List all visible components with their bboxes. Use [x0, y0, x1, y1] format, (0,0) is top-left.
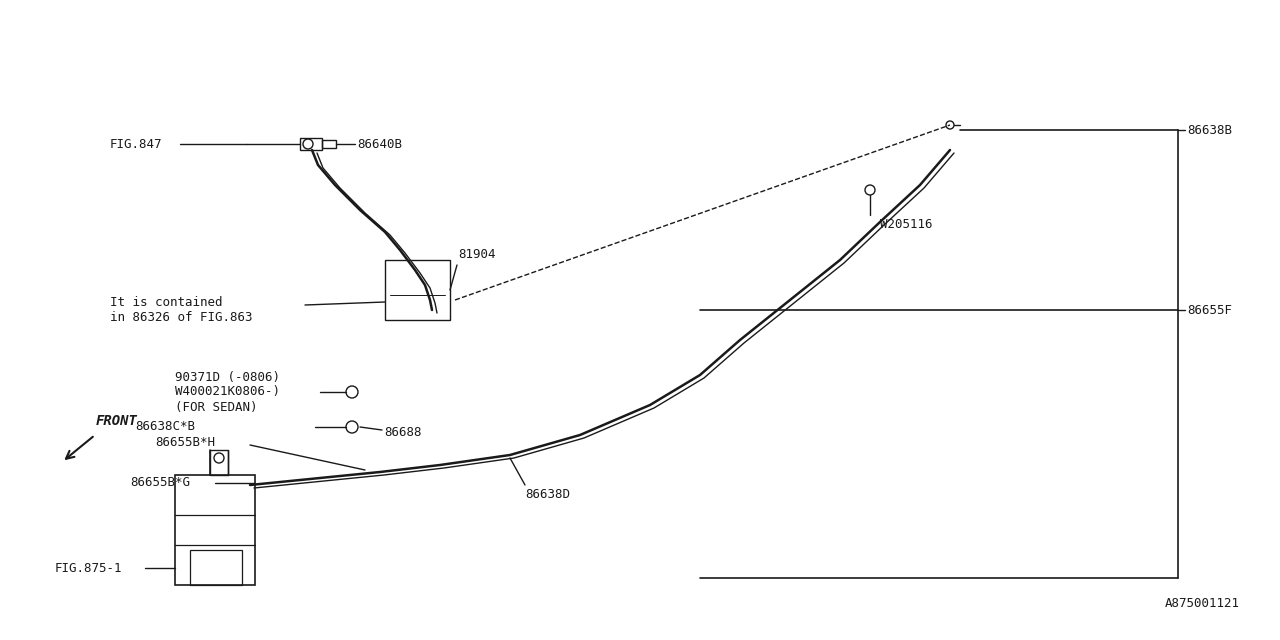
Bar — [175, 475, 255, 585]
Bar — [385, 260, 451, 320]
Bar — [323, 140, 335, 148]
Text: 86640B: 86640B — [357, 138, 402, 150]
Text: 86688: 86688 — [384, 426, 421, 438]
Text: 86638D: 86638D — [525, 488, 570, 501]
Text: 81904: 81904 — [458, 248, 495, 262]
Text: FIG.875-1: FIG.875-1 — [55, 561, 123, 575]
Text: FRONT: FRONT — [96, 414, 138, 428]
Text: A875001121: A875001121 — [1165, 597, 1240, 610]
Text: FIG.847: FIG.847 — [110, 138, 163, 150]
Text: 86638C*B: 86638C*B — [134, 420, 195, 433]
Bar — [210, 450, 228, 475]
Bar — [189, 550, 242, 585]
Bar — [300, 138, 323, 150]
Text: 86655B*H: 86655B*H — [155, 436, 215, 449]
Text: 86655F: 86655F — [1187, 303, 1231, 317]
Text: 86655B*G: 86655B*G — [131, 476, 189, 488]
Text: It is contained
in 86326 of FIG.863: It is contained in 86326 of FIG.863 — [110, 296, 252, 324]
Text: 90371D (-0806)
W400021K0806-)
(FOR SEDAN): 90371D (-0806) W400021K0806-) (FOR SEDAN… — [175, 371, 280, 413]
Text: W205116: W205116 — [881, 218, 933, 232]
Text: 86638B: 86638B — [1187, 124, 1231, 136]
